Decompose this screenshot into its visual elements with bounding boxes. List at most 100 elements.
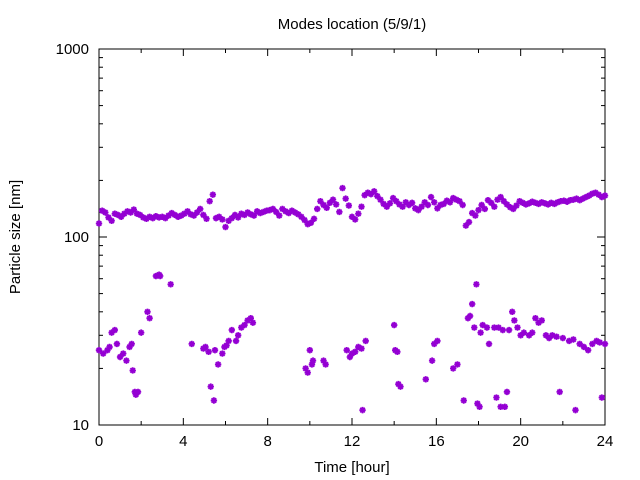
data-point-series-1 — [244, 209, 251, 216]
data-point-series-1 — [181, 210, 188, 217]
data-point-series-1 — [481, 205, 489, 213]
data-point-series-2 — [454, 361, 461, 368]
data-point-series-1 — [582, 193, 590, 201]
data-point-series-1 — [136, 211, 144, 219]
data-point-series-1 — [525, 200, 533, 207]
data-point-series-1 — [146, 213, 153, 221]
data-point-series-2 — [205, 348, 212, 356]
data-point-series-1 — [197, 205, 204, 213]
data-point-series-2 — [308, 361, 316, 368]
data-point-series-2 — [144, 308, 151, 316]
data-point-series-1 — [206, 198, 213, 205]
data-point-series-1 — [370, 188, 378, 195]
data-point-series-2 — [545, 334, 553, 342]
data-point-series-1 — [573, 195, 580, 202]
data-point-series-2 — [505, 326, 513, 334]
data-point-series-1 — [592, 189, 599, 196]
data-point-series-2 — [394, 348, 401, 356]
data-point-series-2 — [499, 326, 506, 334]
data-point-series-1 — [203, 215, 210, 222]
data-point-series-2 — [351, 348, 359, 356]
data-point-series-2 — [479, 321, 486, 329]
data-point-series-2 — [167, 281, 174, 288]
data-point-series-2 — [601, 340, 609, 348]
data-point-series-1 — [314, 205, 321, 213]
x-tick-label: 20 — [512, 433, 529, 450]
data-points — [95, 184, 609, 414]
data-point-series-1 — [190, 212, 198, 219]
data-point-series-1 — [408, 199, 416, 207]
data-point-series-1 — [209, 191, 217, 198]
data-point-series-1 — [336, 208, 343, 216]
data-point-series-1 — [178, 212, 185, 219]
data-point-series-2 — [126, 343, 133, 351]
data-point-series-1 — [276, 212, 283, 219]
data-point-series-2 — [210, 397, 218, 404]
x-tick-label: 16 — [428, 433, 445, 450]
data-point-series-2 — [309, 357, 317, 364]
data-point-series-1 — [219, 216, 226, 223]
data-point-series-2 — [520, 329, 528, 336]
data-point-series-1 — [95, 220, 103, 227]
data-point-series-1 — [250, 212, 258, 219]
y-tick-label: 1000 — [56, 41, 89, 58]
data-point-series-1 — [121, 210, 128, 217]
data-point-series-1 — [484, 196, 492, 204]
data-point-series-2 — [306, 346, 314, 354]
data-point-series-2 — [244, 317, 251, 324]
data-point-series-1 — [149, 214, 156, 222]
data-point-series-2 — [466, 312, 474, 320]
data-point-series-1 — [560, 197, 568, 204]
data-point-series-2 — [556, 388, 563, 396]
data-point-series-1 — [364, 189, 372, 196]
data-point-series-1 — [598, 193, 606, 201]
data-point-series-1 — [339, 184, 346, 192]
data-point-series-2 — [483, 324, 491, 331]
data-point-series-2 — [322, 361, 329, 368]
data-point-series-2 — [304, 369, 311, 376]
data-point-series-1 — [117, 213, 125, 221]
data-point-series-2 — [390, 321, 398, 329]
data-point-series-2 — [493, 394, 500, 401]
data-point-series-1 — [257, 209, 264, 217]
data-point-series-2 — [553, 333, 560, 340]
data-point-series-1 — [168, 209, 175, 217]
data-point-series-1 — [450, 194, 457, 202]
data-point-series-1 — [538, 199, 545, 206]
data-point-series-1 — [238, 210, 245, 217]
data-point-series-2 — [514, 324, 521, 331]
data-point-series-2 — [580, 343, 588, 351]
data-point-series-2 — [460, 397, 467, 404]
data-point-series-2 — [450, 365, 457, 372]
data-point-series-1 — [323, 204, 330, 211]
data-point-series-2 — [495, 324, 502, 331]
data-point-series-2 — [188, 340, 195, 348]
data-point-series-1 — [532, 199, 539, 207]
data-point-series-1 — [124, 208, 131, 215]
data-point-series-1 — [601, 192, 609, 199]
data-point-series-1 — [285, 209, 292, 217]
data-point-series-2 — [532, 314, 539, 322]
data-point-series-1 — [516, 198, 523, 205]
data-point-series-1 — [130, 206, 137, 213]
data-point-series-2 — [477, 329, 484, 336]
data-point-series-1 — [228, 214, 236, 222]
data-point-series-2 — [111, 326, 119, 334]
data-point-series-1 — [377, 196, 384, 203]
data-point-series-2 — [428, 357, 436, 364]
data-point-series-2 — [359, 406, 366, 414]
data-point-series-1 — [494, 196, 501, 203]
x-axis-label: Time [hour] — [314, 459, 389, 476]
data-point-series-1 — [288, 207, 296, 214]
data-point-series-2 — [497, 403, 504, 410]
data-point-series-2 — [584, 346, 592, 354]
data-point-series-1 — [127, 209, 134, 216]
data-point-series-2 — [320, 357, 327, 364]
data-point-series-2 — [593, 337, 600, 345]
data-point-series-1 — [551, 200, 558, 208]
y-axis-ticks: 10 100 1000 — [56, 41, 605, 434]
data-point-series-2 — [343, 346, 350, 354]
x-tick-label: 4 — [179, 433, 187, 450]
data-point-series-1 — [412, 205, 419, 212]
data-point-series-2 — [100, 350, 107, 357]
